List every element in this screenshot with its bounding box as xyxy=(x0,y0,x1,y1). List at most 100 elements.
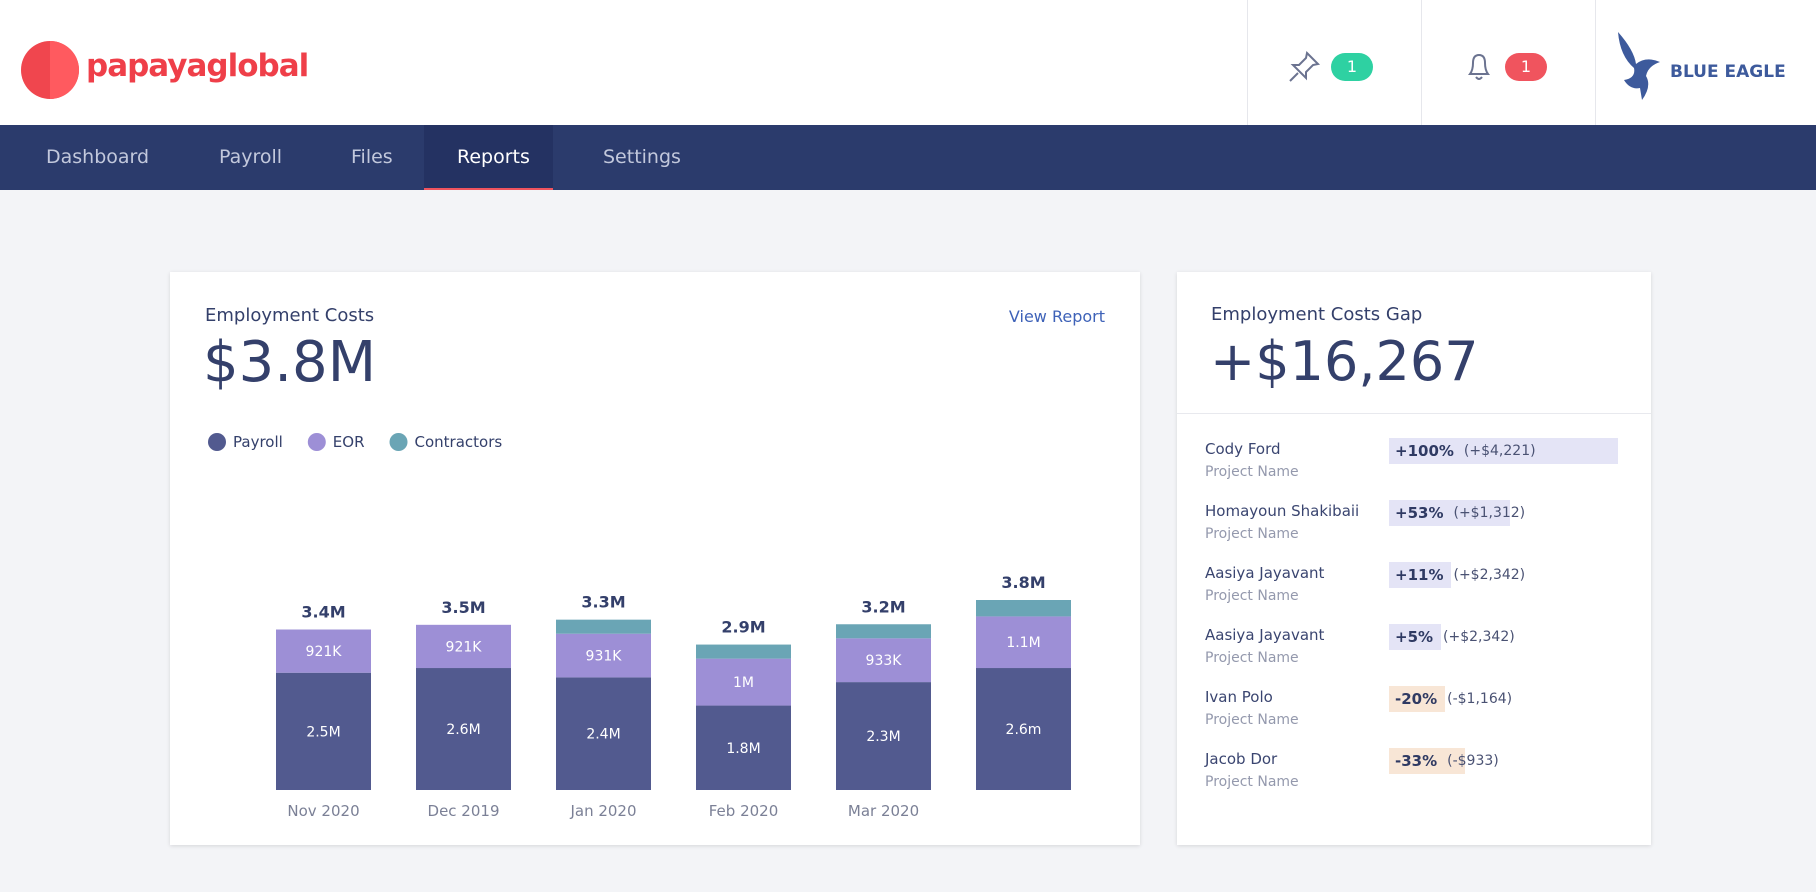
legend-label: Contractors xyxy=(415,433,503,451)
row-project: Project Name xyxy=(1205,464,1299,480)
nav-item[interactable]: Dashboard xyxy=(46,146,150,168)
costs-card: Employment Costs $3.8M View Report Payro… xyxy=(170,272,1140,845)
gap-percent: +5% xyxy=(1395,628,1434,646)
row-name: Cody Ford xyxy=(1205,440,1281,458)
gap-amount: (+$2,342) xyxy=(1443,629,1515,645)
logo-text: papayaglobal xyxy=(86,48,309,84)
x-tick-label: Nov 2020 xyxy=(287,802,359,820)
bar-segment xyxy=(836,624,931,639)
total-label: 3.3M xyxy=(581,593,625,612)
row-project: Project Name xyxy=(1205,650,1299,666)
row-name: Aasiya Jayavant xyxy=(1205,626,1325,644)
divider xyxy=(1421,0,1422,125)
view-report-link[interactable]: View Report xyxy=(1008,307,1105,326)
pin-icon[interactable] xyxy=(1287,50,1321,84)
gap-amount: (+$1,312) xyxy=(1453,505,1526,521)
logo-mark xyxy=(21,41,79,99)
company-name[interactable]: BLUE EAGLE xyxy=(1670,62,1786,82)
bar-segment xyxy=(976,616,1071,669)
bar-label: 2.6m xyxy=(1006,722,1042,738)
gap-card: Employment Costs Gap +$16,267 Cody Ford P… xyxy=(1177,272,1651,845)
bar-segment xyxy=(696,705,791,790)
legend-swatch xyxy=(307,433,326,451)
bar-segment xyxy=(416,624,511,669)
total-label: 3.4M xyxy=(301,603,345,622)
bar-segment xyxy=(976,600,1071,617)
nav-item[interactable]: Settings xyxy=(603,146,681,168)
x-tick-label: Mar 2020 xyxy=(848,802,919,820)
row-name: Jacob Dor xyxy=(1205,750,1278,768)
bar-segment xyxy=(696,658,791,706)
bar-label: 2.4M xyxy=(586,727,620,743)
bell-icon[interactable] xyxy=(1462,50,1496,84)
bar-label: 921K xyxy=(306,644,343,660)
nav-item[interactable]: Reports xyxy=(457,146,530,168)
bar-label: 931K xyxy=(586,649,623,665)
row-project: Project Name xyxy=(1205,774,1299,790)
pin-badge[interactable]: 1 xyxy=(1331,53,1373,81)
total-label: 3.2M xyxy=(861,597,905,616)
nav-item[interactable]: Payroll xyxy=(219,146,283,168)
total-label: 3.5M xyxy=(441,598,485,617)
bar-label: 2.3M xyxy=(866,729,900,745)
active-tab xyxy=(424,125,553,190)
bar-segment xyxy=(556,633,651,678)
gap-bar xyxy=(1389,438,1618,464)
bar-label: 921K xyxy=(446,639,483,655)
header: papayaglobal 1 1 BLUE EAGLE xyxy=(0,0,1816,125)
gap-amount: (-$1,164) xyxy=(1447,691,1513,707)
total-label: 2.9M xyxy=(721,618,765,637)
bar-segment xyxy=(836,682,931,790)
divider xyxy=(1177,413,1651,414)
total-cost: $3.8M xyxy=(203,330,377,395)
notification-badge[interactable]: 1 xyxy=(1505,53,1547,81)
nav-bar: Dashboard Payroll Files Reports Settings xyxy=(0,125,1816,190)
gap-bar xyxy=(1389,562,1452,588)
bar-segment xyxy=(696,644,791,659)
gap-percent: +100% xyxy=(1395,442,1454,460)
bar-segment xyxy=(556,619,651,634)
total-label: 3.8M xyxy=(1001,573,1045,592)
gap-percent: -20% xyxy=(1395,690,1438,708)
legend-swatch xyxy=(208,433,226,451)
nav-item[interactable]: Files xyxy=(351,146,393,168)
gap-percent: +11% xyxy=(1395,566,1444,584)
divider xyxy=(1247,0,1248,125)
bar-segment xyxy=(976,668,1071,790)
gap-bar xyxy=(1389,500,1511,526)
gap-total: +$16,267 xyxy=(1210,330,1479,393)
x-tick-label: Jan 2020 xyxy=(569,802,636,820)
gap-amount: (-$933) xyxy=(1447,753,1499,769)
gap-amount: (+$4,221) xyxy=(1463,443,1536,459)
divider xyxy=(1595,0,1596,125)
bar-segment xyxy=(416,668,511,790)
legend-label: EOR xyxy=(333,433,365,451)
legend-label: Payroll xyxy=(233,433,283,451)
row-name: Aasiya Jayavant xyxy=(1205,564,1325,582)
bar-segment xyxy=(556,677,651,790)
gap-bar xyxy=(1389,748,1465,774)
legend-swatch xyxy=(389,433,408,451)
bar-label: 1.8M xyxy=(726,741,760,757)
chart: Payroll EOR Contractors 2.5M 921K 3.4M Nov 202… xyxy=(208,433,1071,820)
bar-label: 2.6M xyxy=(446,722,480,738)
row-project: Project Name xyxy=(1205,712,1299,728)
bar-segment xyxy=(276,629,371,673)
company-logo xyxy=(1618,32,1660,100)
row-project: Project Name xyxy=(1205,526,1299,542)
bar-segment xyxy=(276,672,371,790)
gap-bar xyxy=(1389,686,1446,712)
x-tick-label: Feb 2020 xyxy=(709,802,779,820)
bar-label: 1M xyxy=(733,675,754,691)
card-title: Employment Costs Gap xyxy=(1211,304,1423,325)
card-title: Employment Costs xyxy=(205,305,375,326)
x-tick-label: Dec 2019 xyxy=(428,802,500,820)
row-name: Homayoun Shakibaii xyxy=(1205,502,1360,520)
row-name: Ivan Polo xyxy=(1205,688,1273,706)
gap-percent: +53% xyxy=(1395,504,1444,522)
gap-percent: -33% xyxy=(1395,752,1438,770)
bar-label: 1.1M xyxy=(1006,635,1040,651)
row-project: Project Name xyxy=(1205,588,1299,604)
bar-segment xyxy=(836,638,931,683)
